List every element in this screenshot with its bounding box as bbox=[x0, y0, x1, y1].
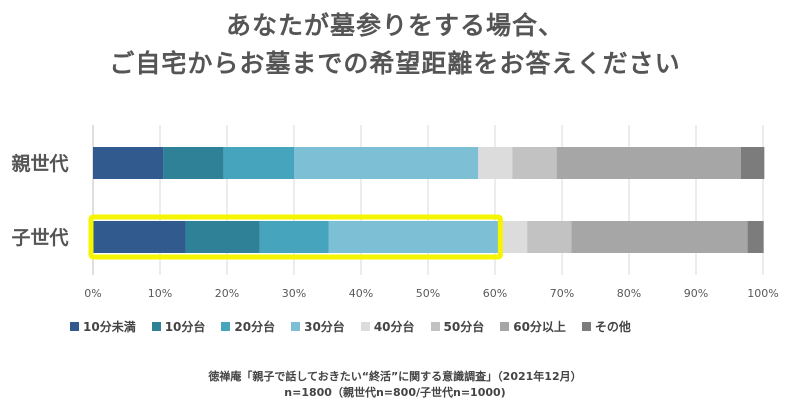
legend-item: 20分台 bbox=[221, 318, 275, 335]
chart-legend: 10分未満 10分台 20分台 30分台 40分台 50分台 60分以上 その他 bbox=[70, 318, 770, 335]
bar-segment bbox=[571, 221, 748, 253]
legend-swatch bbox=[70, 322, 79, 331]
bar-segment bbox=[512, 147, 557, 179]
x-tick-label: 30% bbox=[282, 287, 306, 300]
x-tick-label: 50% bbox=[416, 287, 440, 300]
bar-segment bbox=[747, 221, 764, 253]
legend-label: その他 bbox=[594, 320, 631, 334]
legend-label: 30分台 bbox=[304, 320, 345, 334]
x-tick-label: 40% bbox=[349, 287, 373, 300]
bar-segment bbox=[93, 147, 164, 179]
legend-item: 50分台 bbox=[430, 318, 485, 335]
legend-label: 10分台 bbox=[164, 320, 206, 334]
x-tick-label: 80% bbox=[617, 287, 641, 300]
bar-segment bbox=[556, 147, 741, 179]
legend-label: 50分台 bbox=[443, 320, 485, 334]
x-tick-label: 90% bbox=[684, 287, 708, 300]
legend-label: 20分台 bbox=[234, 320, 276, 334]
legend-item: 10分台 bbox=[151, 318, 206, 335]
legend-item: 10分未満 bbox=[70, 318, 136, 335]
bar-segment bbox=[294, 147, 479, 179]
bar-segment bbox=[328, 221, 499, 253]
legend-item: 30分台 bbox=[291, 318, 345, 335]
bar-segment bbox=[527, 221, 572, 253]
x-tick-label: 0% bbox=[84, 287, 101, 300]
x-tick-label: 70% bbox=[550, 287, 574, 300]
bar-segment bbox=[163, 147, 224, 179]
highlight-box bbox=[88, 214, 503, 260]
legend-label: 60分以上 bbox=[513, 320, 566, 334]
x-tick-label: 100% bbox=[747, 287, 778, 300]
bar-segment bbox=[223, 147, 294, 179]
sample-size-note: n=1800（親世代n=800/子世代n=1000) bbox=[284, 386, 506, 399]
legend-swatch bbox=[430, 322, 440, 331]
legend-item: 40分台 bbox=[360, 318, 415, 335]
category-label: 親世代 bbox=[11, 152, 68, 175]
legend-swatch bbox=[151, 322, 161, 331]
bar-segment bbox=[740, 147, 765, 179]
x-tick-label: 10% bbox=[148, 287, 172, 300]
legend-swatch bbox=[500, 322, 510, 331]
category-label: 子世代 bbox=[11, 227, 68, 249]
x-tick-label: 20% bbox=[215, 287, 239, 300]
legend-label: 40分台 bbox=[373, 320, 415, 334]
legend-swatch bbox=[221, 322, 231, 331]
legend-swatch bbox=[291, 322, 301, 331]
bar-segment bbox=[478, 147, 513, 179]
bar-segment bbox=[259, 221, 329, 253]
bar-segment bbox=[498, 221, 528, 253]
source-note: 徳禅庵「親子で話しておきたい“終活”に関する意識調査」（2021年12月） bbox=[208, 370, 582, 383]
legend-label: 10分未満 bbox=[83, 320, 136, 334]
bar-segment bbox=[185, 221, 260, 253]
bar-segment bbox=[93, 221, 186, 253]
legend-item: 60分以上 bbox=[500, 318, 566, 335]
chart-title-line1: あなたが墓参りをする場合、 bbox=[225, 11, 564, 40]
legend-swatch bbox=[581, 322, 591, 331]
chart-title-line2: ご自宅からお墓までの希望距離をお答えください bbox=[109, 49, 681, 78]
legend-item: その他 bbox=[581, 318, 631, 335]
x-tick-label: 60% bbox=[483, 287, 507, 300]
legend-swatch bbox=[360, 322, 370, 331]
